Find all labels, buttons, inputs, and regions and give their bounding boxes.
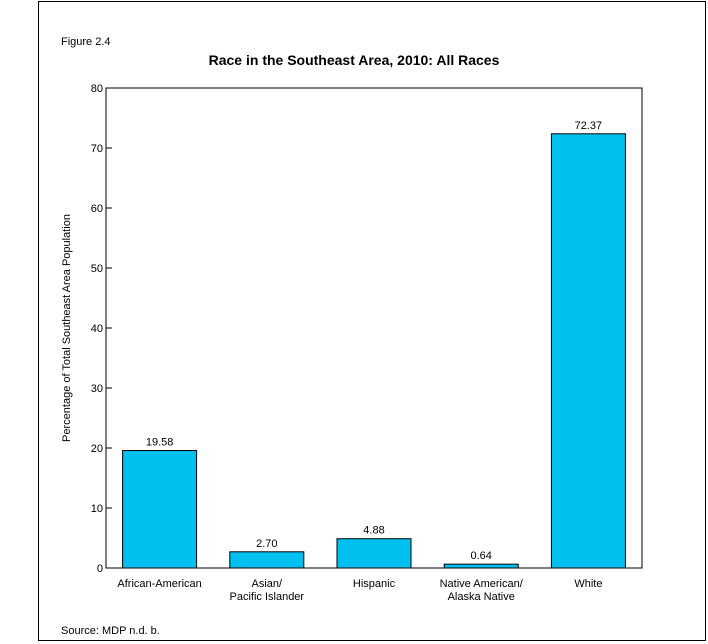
y-tick-label: 40 <box>91 323 103 335</box>
x-tick-label: Hispanic <box>353 578 396 590</box>
x-tick-label-line: Pacific Islander <box>230 591 305 603</box>
y-tick-label: 70 <box>91 143 103 155</box>
data-label: 2.70 <box>256 538 277 550</box>
bar <box>443 563 519 569</box>
y-tick-label: 0 <box>97 563 103 575</box>
x-tick-label-line: Alaska Native <box>448 591 515 603</box>
x-tick-label: White <box>574 578 602 590</box>
bar <box>550 133 626 569</box>
x-tick-label-line: Native American/ <box>440 578 524 590</box>
x-tick-label: African-American <box>117 578 201 590</box>
figure-label: Figure 2.4 <box>61 36 111 48</box>
y-tick-label: 80 <box>91 83 103 95</box>
data-label: 0.64 <box>470 550 491 562</box>
x-tick-label-line: Asian/ <box>252 578 284 590</box>
y-tick-label: 20 <box>91 443 103 455</box>
y-tick-label: 30 <box>91 383 103 395</box>
data-label: 19.58 <box>146 437 174 449</box>
y-tick-label: 10 <box>91 503 103 515</box>
x-tick-label-line: White <box>574 578 602 590</box>
y-axis-label: Percentage of Total Southeast Area Popul… <box>61 214 73 442</box>
bar <box>229 551 305 569</box>
y-tick-label: 60 <box>91 203 103 215</box>
data-label: 72.37 <box>575 120 603 132</box>
x-tick-label-line: Hispanic <box>353 578 396 590</box>
chart-title: Race in the Southeast Area, 2010: All Ra… <box>208 52 500 68</box>
y-tick-label: 50 <box>91 263 103 275</box>
source-note: Source: MDP n.d. b. <box>61 625 160 637</box>
x-tick-label: Asian/Pacific Islander <box>230 578 305 603</box>
bar <box>336 538 412 569</box>
bar <box>122 450 198 569</box>
data-label: 4.88 <box>363 525 384 537</box>
x-tick-label: Native American/Alaska Native <box>440 578 524 603</box>
x-tick-label-line: African-American <box>117 578 201 590</box>
